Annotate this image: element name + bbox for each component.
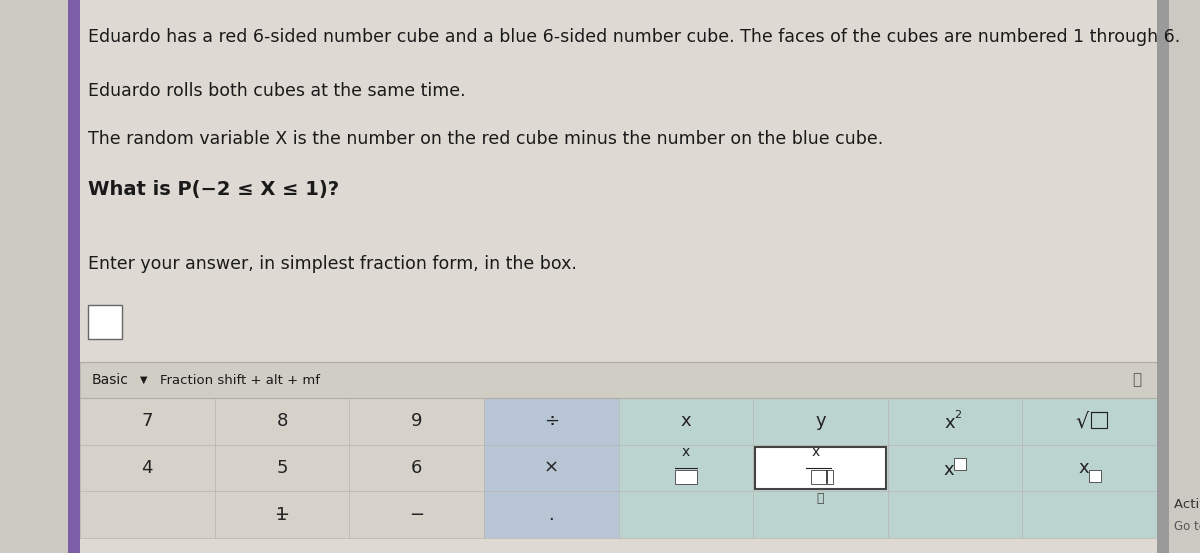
Text: −: − bbox=[409, 505, 424, 524]
Text: Activate Windows: Activate Windows bbox=[1174, 498, 1200, 511]
Text: −: − bbox=[275, 505, 289, 524]
Text: 2: 2 bbox=[954, 410, 961, 420]
Bar bbox=[755, 447, 886, 489]
Text: Basic: Basic bbox=[92, 373, 128, 387]
Text: ×: × bbox=[544, 459, 559, 477]
Text: 1: 1 bbox=[276, 505, 288, 524]
Bar bbox=[88, 305, 122, 339]
Text: Enter your answer, in simplest fraction form, in the box.: Enter your answer, in simplest fraction … bbox=[88, 255, 577, 273]
Bar bbox=[1022, 398, 1157, 538]
Bar bbox=[811, 470, 834, 484]
Bar bbox=[1091, 413, 1106, 429]
Bar bbox=[80, 0, 1157, 553]
Bar bbox=[80, 362, 1157, 398]
Text: 8: 8 bbox=[276, 413, 288, 430]
Bar bbox=[1088, 470, 1100, 482]
Bar bbox=[68, 0, 80, 553]
Text: 7: 7 bbox=[142, 413, 154, 430]
Text: x: x bbox=[682, 445, 690, 459]
Text: Eduardo rolls both cubes at the same time.: Eduardo rolls both cubes at the same tim… bbox=[88, 82, 466, 100]
Bar bbox=[484, 398, 618, 538]
Text: Fraction shift + alt + mf: Fraction shift + alt + mf bbox=[160, 373, 320, 387]
Text: 4: 4 bbox=[142, 459, 154, 477]
Text: 9: 9 bbox=[410, 413, 422, 430]
Text: x: x bbox=[943, 461, 954, 479]
Text: Eduardo has a red 6-sided number cube and a blue 6-sided number cube. The faces : Eduardo has a red 6-sided number cube an… bbox=[88, 28, 1181, 46]
Text: 5: 5 bbox=[276, 459, 288, 477]
Text: 6: 6 bbox=[410, 459, 422, 477]
Bar bbox=[754, 398, 888, 538]
Text: .: . bbox=[548, 505, 554, 524]
Text: ÷: ÷ bbox=[544, 413, 559, 430]
Text: x: x bbox=[811, 445, 820, 459]
Text: ⓘ: ⓘ bbox=[1133, 373, 1141, 388]
Text: What is P(−2 ≤ X ≤ 1)?: What is P(−2 ≤ X ≤ 1)? bbox=[88, 180, 340, 199]
Bar bbox=[618, 398, 754, 538]
Bar bbox=[1157, 0, 1169, 553]
Text: x: x bbox=[944, 414, 955, 432]
Text: √: √ bbox=[1075, 411, 1088, 431]
Text: x: x bbox=[1079, 459, 1090, 477]
Text: The random variable X is the number on the red cube minus the number on the blue: The random variable X is the number on t… bbox=[88, 130, 883, 148]
Text: ▼: ▼ bbox=[140, 375, 148, 385]
Text: x: x bbox=[680, 413, 691, 430]
Text: y: y bbox=[815, 413, 826, 430]
Text: 👆: 👆 bbox=[817, 492, 824, 505]
Bar bbox=[954, 458, 966, 470]
Bar bbox=[674, 470, 697, 484]
Text: Go to Settings to activate Windo: Go to Settings to activate Windo bbox=[1174, 520, 1200, 533]
Bar bbox=[888, 398, 1022, 538]
Bar bbox=[349, 398, 484, 538]
Bar bbox=[80, 398, 215, 538]
Bar bbox=[215, 398, 349, 538]
